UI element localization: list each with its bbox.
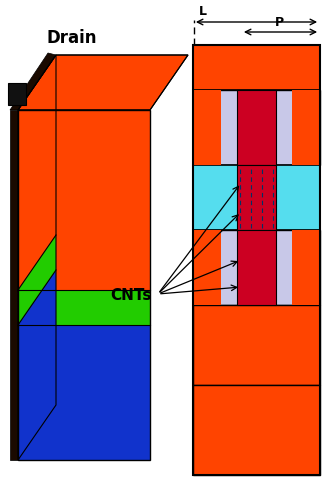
FancyBboxPatch shape bbox=[193, 305, 320, 385]
Text: Drain: Drain bbox=[46, 29, 96, 47]
FancyBboxPatch shape bbox=[193, 385, 320, 475]
FancyBboxPatch shape bbox=[193, 230, 320, 305]
FancyBboxPatch shape bbox=[292, 90, 320, 165]
Text: L: L bbox=[199, 5, 207, 18]
FancyBboxPatch shape bbox=[193, 165, 320, 230]
Polygon shape bbox=[10, 53, 56, 110]
FancyBboxPatch shape bbox=[237, 165, 276, 230]
Text: CNTs: CNTs bbox=[110, 288, 151, 303]
Text: P: P bbox=[275, 16, 284, 29]
Polygon shape bbox=[18, 110, 150, 290]
Polygon shape bbox=[10, 110, 18, 460]
FancyBboxPatch shape bbox=[237, 90, 276, 165]
Polygon shape bbox=[18, 55, 56, 290]
FancyBboxPatch shape bbox=[8, 83, 26, 105]
FancyBboxPatch shape bbox=[193, 230, 221, 305]
FancyBboxPatch shape bbox=[193, 90, 221, 165]
FancyBboxPatch shape bbox=[193, 90, 320, 165]
FancyBboxPatch shape bbox=[237, 230, 276, 305]
FancyBboxPatch shape bbox=[193, 45, 320, 90]
Polygon shape bbox=[18, 290, 150, 325]
Polygon shape bbox=[18, 325, 150, 460]
Polygon shape bbox=[18, 55, 188, 110]
FancyBboxPatch shape bbox=[292, 230, 320, 305]
Polygon shape bbox=[18, 235, 56, 325]
Polygon shape bbox=[18, 270, 56, 460]
